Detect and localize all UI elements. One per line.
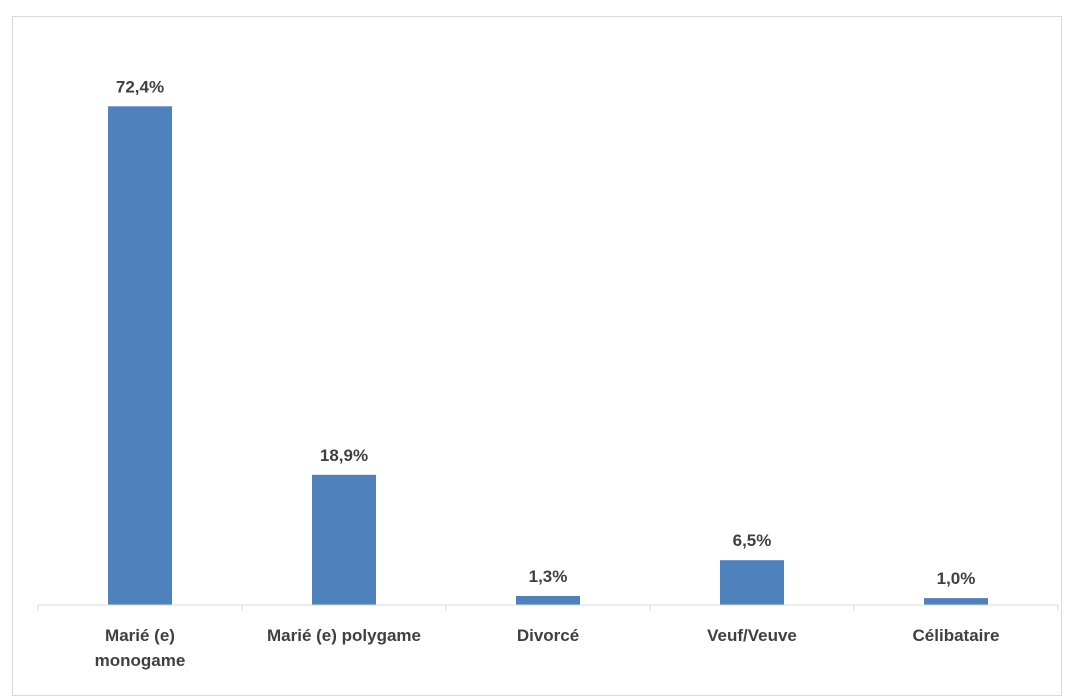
value-labels-layer: 72,4% 18,9% 1,3% 6,5% 1,0%: [116, 77, 975, 588]
bar: [924, 598, 988, 605]
category-label: Marié (e) polygame: [267, 626, 421, 645]
x-axis: [37, 604, 1059, 611]
category-label: Marié (e): [105, 626, 175, 645]
data-label: 18,9%: [320, 446, 368, 465]
bar: [108, 106, 172, 606]
category-label: Divorcé: [517, 626, 579, 645]
category-labels-layer: Marié (e) monogame Marié (e) polygame Divor…: [95, 626, 1000, 670]
bar: [312, 474, 376, 605]
data-label: 1,0%: [937, 569, 976, 588]
bar: [720, 560, 784, 605]
data-label: 1,3%: [529, 567, 568, 586]
bar: [516, 596, 580, 605]
category-label: monogame: [95, 651, 186, 670]
bar-chart: 72,4% 18,9% 1,3% 6,5% 1,0% Marié (e) monogame…: [37, 77, 1059, 670]
data-label: 72,4%: [116, 77, 164, 96]
bars-layer: [108, 106, 988, 606]
category-label: Célibataire: [913, 626, 1000, 645]
data-label: 6,5%: [733, 531, 772, 550]
category-label: Veuf/Veuve: [707, 626, 797, 645]
